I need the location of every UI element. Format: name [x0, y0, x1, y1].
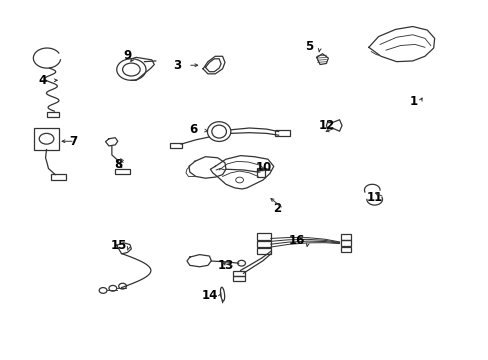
Bar: [257, 233, 270, 240]
Text: 16: 16: [288, 234, 305, 247]
Text: 4: 4: [38, 74, 46, 87]
Bar: [257, 240, 270, 247]
Text: 11: 11: [366, 191, 383, 204]
Text: 7: 7: [69, 135, 77, 148]
Bar: [340, 240, 350, 246]
Text: 6: 6: [189, 123, 197, 136]
Text: 8: 8: [114, 158, 122, 171]
Bar: [340, 234, 350, 239]
Text: 12: 12: [318, 119, 334, 132]
Bar: [115, 168, 130, 174]
Text: 1: 1: [409, 95, 417, 108]
Text: 15: 15: [110, 239, 126, 252]
Bar: [257, 248, 270, 254]
Bar: [51, 175, 65, 180]
Bar: [275, 130, 289, 135]
Bar: [232, 276, 244, 281]
Text: 9: 9: [123, 49, 131, 62]
Text: 13: 13: [217, 259, 234, 272]
Text: 10: 10: [255, 161, 272, 174]
Text: 3: 3: [173, 59, 181, 72]
Bar: [34, 128, 59, 149]
Bar: [257, 168, 264, 177]
Bar: [232, 271, 244, 276]
Bar: [170, 143, 182, 148]
Bar: [47, 112, 60, 117]
Text: 2: 2: [273, 202, 281, 215]
Bar: [340, 247, 350, 252]
Text: 14: 14: [201, 289, 217, 302]
Text: 5: 5: [304, 40, 312, 53]
